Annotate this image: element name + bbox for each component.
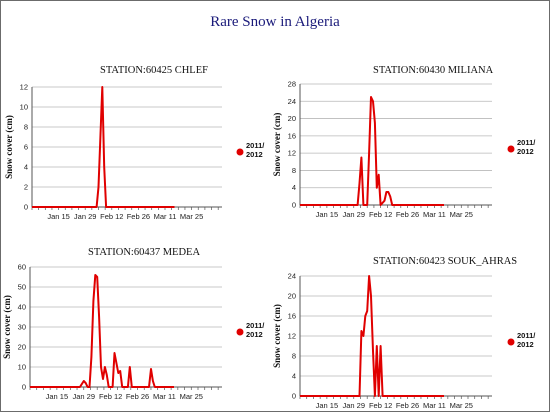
legend-marker (236, 328, 244, 336)
y-tick-label: 30 (18, 323, 26, 332)
y-tick-label: 8 (292, 166, 296, 175)
legend-label: 2011/2012 (517, 331, 536, 349)
y-tick-label: 0 (24, 203, 28, 212)
x-tick-label: Feb 26 (396, 210, 419, 219)
x-tick-label: Mar 11 (423, 401, 446, 410)
x-tick-label: Mar 11 (154, 212, 177, 221)
chart-svg: STATION:60423 SOUK_AHRAS 0 4 8 12 16 20 24 Jan 1… (272, 256, 536, 410)
chart-medea: STATION:60437 MEDEA 0 10 20 30 40 50 60 Jan 15 Ja… (0, 240, 275, 415)
x-tick-label: Mar 25 (180, 212, 203, 221)
y-tick-label: 4 (24, 163, 28, 172)
x-tick-label: Feb 12 (369, 401, 392, 410)
x-tick-label: Jan 15 (316, 401, 339, 410)
x-tick-label: Mar 25 (450, 401, 473, 410)
chart-svg: STATION:60425 CHLEF 0 2 4 6 8 10 12 Jan 15 Jan 29… (4, 65, 265, 221)
x-tick-label: Feb 12 (100, 212, 123, 221)
y-tick-label: 4 (292, 183, 296, 192)
chart-svg: STATION:60437 MEDEA 0 10 20 30 40 50 60 Jan 15 Ja… (2, 247, 265, 401)
x-tick-label: Jan 15 (47, 212, 70, 221)
x-tick-label: Jan 29 (342, 401, 365, 410)
series-line (32, 86, 175, 208)
legend-label: 2011/2012 (246, 141, 265, 159)
y-tick-label: 28 (288, 80, 296, 89)
y-tick-label: 10 (18, 363, 26, 372)
y-axis-label: Snow cover (cm) (2, 295, 12, 359)
x-tick-label: Mar 25 (180, 392, 203, 401)
x-tick-label: Jan 29 (72, 392, 95, 401)
x-tick-label: Feb 12 (99, 392, 122, 401)
y-tick-label: 60 (18, 263, 26, 272)
legend-label: 2011/2012 (246, 321, 265, 339)
y-tick-label: 0 (292, 392, 296, 401)
series-line (300, 275, 444, 397)
y-tick-label: 16 (288, 131, 296, 140)
chart-title: STATION:60423 SOUK_AHRAS (373, 256, 517, 267)
series-line (30, 274, 174, 388)
x-tick-label: Jan 29 (74, 212, 97, 221)
y-axis-label: Snow cover (cm) (272, 304, 282, 368)
y-tick-label: 8 (24, 123, 28, 132)
chart-title: STATION:60430 MILIANA (373, 65, 494, 76)
y-tick-label: 50 (18, 283, 26, 292)
chart-title: STATION:60425 CHLEF (100, 65, 208, 76)
y-tick-label: 12 (20, 83, 28, 92)
chart-souk-ahras: STATION:60423 SOUK_AHRAS 0 4 8 12 16 20 24 Jan 1… (270, 250, 545, 415)
y-tick-label: 4 (292, 372, 296, 381)
y-tick-label: 0 (22, 383, 26, 392)
y-tick-label: 20 (288, 114, 296, 123)
y-tick-label: 0 (292, 201, 296, 210)
x-tick-label: Jan 15 (316, 210, 339, 219)
legend-marker (507, 145, 515, 153)
x-tick-label: Mar 11 (423, 210, 446, 219)
chart-chlef: STATION:60425 CHLEF 0 2 4 6 8 10 12 Jan 15 Jan 29… (0, 60, 275, 235)
y-tick-label: 16 (288, 312, 296, 321)
y-tick-label: 6 (24, 143, 28, 152)
legend-label: 2011/2012 (517, 138, 536, 156)
y-tick-label: 24 (288, 97, 296, 106)
x-tick-label: Jan 15 (46, 392, 69, 401)
y-tick-label: 20 (18, 343, 26, 352)
x-tick-label: Feb 26 (127, 212, 150, 221)
x-tick-label: Jan 29 (342, 210, 365, 219)
y-tick-label: 8 (292, 352, 296, 361)
x-tick-label: Feb 26 (396, 401, 419, 410)
chart-miliana: STATION:60430 MILIANA 0 4 8 12 16 20 24 28 Jan 15… (270, 60, 545, 235)
y-axis-label: Snow cover (cm) (4, 115, 14, 179)
x-tick-label: Feb 26 (126, 392, 149, 401)
y-tick-label: 40 (18, 303, 26, 312)
y-tick-label: 12 (288, 332, 296, 341)
x-tick-label: Mar 25 (450, 210, 473, 219)
y-tick-label: 12 (288, 149, 296, 158)
y-tick-label: 20 (288, 292, 296, 301)
y-tick-label: 10 (20, 103, 28, 112)
legend-marker (236, 148, 244, 156)
y-tick-label: 24 (288, 272, 296, 281)
y-tick-label: 2 (24, 183, 28, 192)
series-line (300, 96, 444, 206)
x-tick-label: Feb 12 (369, 210, 392, 219)
chart-title: STATION:60437 MEDEA (88, 247, 200, 258)
y-axis-label: Snow cover (cm) (272, 113, 282, 177)
legend-marker (507, 338, 515, 346)
x-tick-label: Mar 11 (153, 392, 176, 401)
page-title: Rare Snow in Algeria (210, 14, 340, 30)
chart-svg: STATION:60430 MILIANA 0 4 8 12 16 20 24 28 Jan 15… (272, 65, 536, 219)
